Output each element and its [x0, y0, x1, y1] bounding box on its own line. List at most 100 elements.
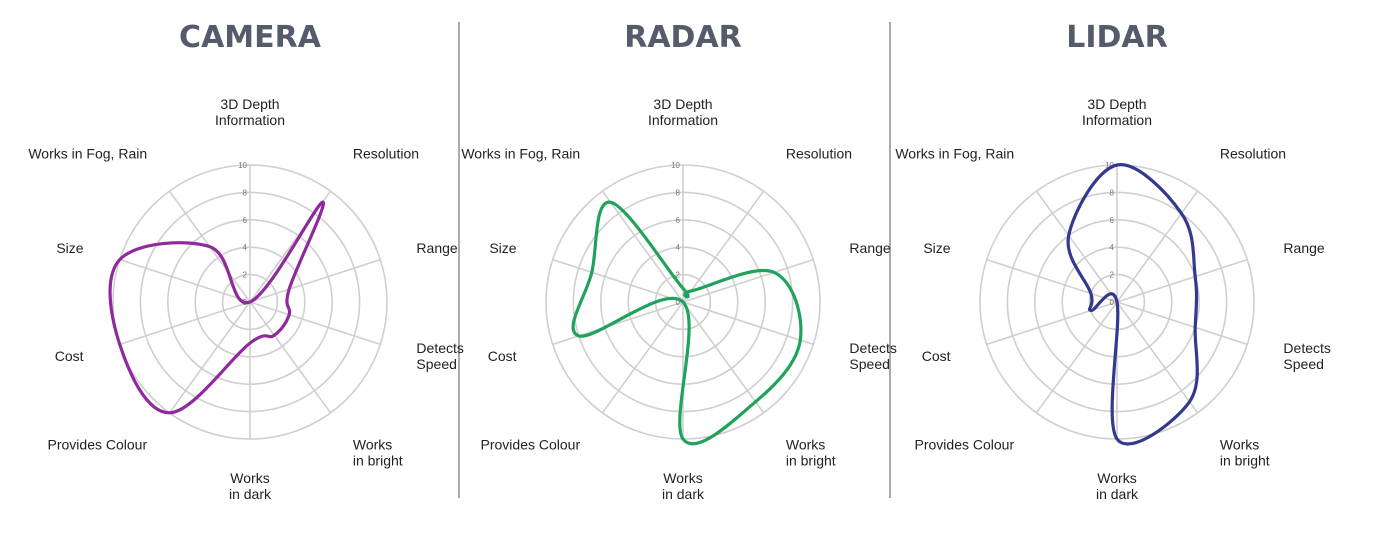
- axis-label: Resolution: [786, 145, 852, 161]
- axis-label: Works in bright: [1220, 437, 1270, 469]
- tick-label: 10: [671, 161, 680, 170]
- grid-spoke: [601, 190, 684, 303]
- grid-spoke: [986, 258, 1118, 303]
- axis-label: Works in Fog, Rain: [28, 145, 147, 161]
- axis-label: Works in dark: [1096, 470, 1139, 502]
- grid-spoke: [1116, 190, 1199, 303]
- axis-label: Works in Fog, Rain: [895, 145, 1014, 161]
- grid-spoke: [986, 301, 1118, 346]
- axis-label-line: 3D Depth: [1087, 96, 1146, 112]
- grid-spoke: [682, 190, 765, 303]
- axis-label-line: Works in Fog, Rain: [28, 145, 147, 161]
- grid-spoke: [1116, 258, 1248, 303]
- tick-label: 6: [1110, 216, 1115, 225]
- axis-label-line: Works: [230, 470, 269, 486]
- axis-label: Works in bright: [786, 437, 836, 469]
- axis-label-line: 3D Depth: [653, 96, 712, 112]
- radar-chart-1: RADAR 0 2 4 6 8 10 3D Depth Information Resolutio…: [461, 20, 897, 502]
- tick-label: 6: [676, 216, 681, 225]
- axis-label-line: Works: [663, 470, 702, 486]
- chart-title: RADAR: [624, 20, 742, 55]
- axis-label-line: Detects: [1283, 340, 1330, 356]
- axis-label-line: Range: [1283, 240, 1324, 256]
- axis-label: Provides Colour: [48, 437, 148, 453]
- axis-label-line: Cost: [55, 348, 84, 364]
- axis-label-line: in dark: [1096, 486, 1139, 502]
- tick-label: 8: [243, 188, 248, 197]
- tick-label: 2: [1110, 271, 1115, 280]
- axis-label-line: Works: [786, 437, 825, 453]
- series-line: [108, 200, 326, 415]
- axis-label: Works in dark: [229, 470, 272, 502]
- axis-label-line: Information: [215, 112, 285, 128]
- chart-title: CAMERA: [179, 20, 322, 55]
- axis-label-line: in bright: [786, 453, 836, 469]
- axis-label-line: in dark: [662, 486, 705, 502]
- axis-label-line: Provides Colour: [48, 437, 148, 453]
- axis-label-line: Resolution: [786, 145, 852, 161]
- grid-spoke: [119, 301, 251, 346]
- radar-chart-2: LIDAR 0 2 4 6 8 10 3D Depth Information Resolutio…: [895, 20, 1331, 502]
- axis-label-line: Provides Colour: [915, 437, 1015, 453]
- grid-spoke: [1035, 190, 1118, 303]
- axis-label: Provides Colour: [481, 437, 581, 453]
- axis-label-line: in bright: [353, 453, 403, 469]
- axis-label-line: Works in Fog, Rain: [895, 145, 1014, 161]
- grid-spoke: [682, 258, 814, 303]
- tick-label: 4: [1110, 243, 1115, 252]
- grid-spoke: [168, 301, 251, 414]
- axis-label: Works in dark: [662, 470, 705, 502]
- axis-label: Detects Speed: [849, 340, 896, 372]
- axis-label-line: in dark: [229, 486, 272, 502]
- axis-label-line: Cost: [488, 348, 517, 364]
- grid-spoke: [249, 301, 332, 414]
- axis-label-line: Size: [56, 240, 83, 256]
- axis-label: Range: [1283, 240, 1324, 256]
- grid-spoke: [249, 258, 381, 303]
- axis-label-line: Information: [648, 112, 718, 128]
- axis-label: 3D Depth Information: [648, 96, 718, 128]
- axis-label: Works in Fog, Rain: [461, 145, 580, 161]
- tick-label: 8: [676, 188, 681, 197]
- axis-label-line: Resolution: [353, 145, 419, 161]
- grid-spoke: [119, 258, 251, 303]
- tick-label: 4: [243, 243, 248, 252]
- axis-label-line: Information: [1082, 112, 1152, 128]
- axis-label-line: Size: [923, 240, 950, 256]
- tick-label: 0: [1110, 298, 1115, 307]
- axis-label-line: Speed: [849, 356, 889, 372]
- grid-spoke: [682, 301, 814, 346]
- axis-label: Resolution: [353, 145, 419, 161]
- axis-label: Size: [56, 240, 83, 256]
- axis-label-line: Speed: [1283, 356, 1323, 372]
- axis-label-line: Range: [849, 240, 890, 256]
- axis-label: Cost: [922, 348, 951, 364]
- tick-label: 10: [238, 161, 247, 170]
- axis-label-line: Works in Fog, Rain: [461, 145, 580, 161]
- tick-label: 2: [243, 271, 248, 280]
- grid-spoke: [1035, 301, 1118, 414]
- grid-spoke: [1116, 301, 1248, 346]
- tick-label: 8: [1110, 188, 1115, 197]
- tick-label: 6: [243, 216, 248, 225]
- grid-spoke: [1116, 301, 1199, 414]
- axis-label-line: Size: [489, 240, 516, 256]
- chart-title: LIDAR: [1066, 20, 1168, 55]
- axis-label: 3D Depth Information: [1082, 96, 1152, 128]
- axis-label: Cost: [55, 348, 84, 364]
- axis-label-line: Speed: [416, 356, 456, 372]
- axis-label: Range: [849, 240, 890, 256]
- tick-label: 10: [1105, 161, 1114, 170]
- grid-spoke: [552, 258, 684, 303]
- axis-label: 3D Depth Information: [215, 96, 285, 128]
- axis-label-line: Detects: [849, 340, 896, 356]
- axis-label-line: Works: [353, 437, 392, 453]
- tick-label: 2: [676, 271, 681, 280]
- axis-label-line: in bright: [1220, 453, 1270, 469]
- axis-label: Cost: [488, 348, 517, 364]
- tick-label: 0: [676, 298, 681, 307]
- grid-spoke: [552, 301, 684, 346]
- axis-label: Detects Speed: [416, 340, 463, 372]
- axis-label-line: Works: [1097, 470, 1136, 486]
